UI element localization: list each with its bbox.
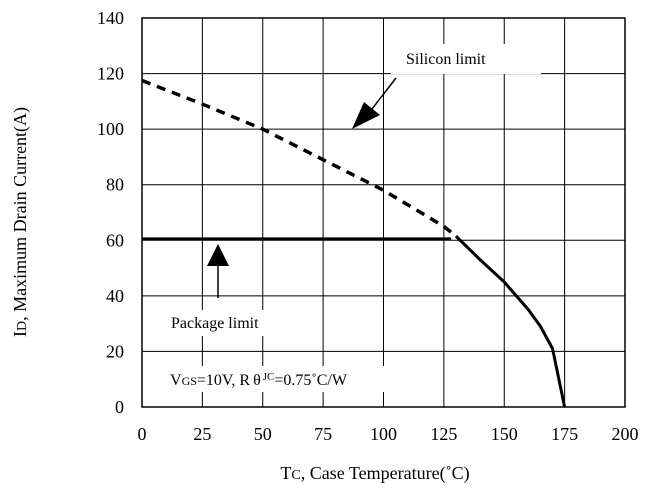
y-tick-label: 140: [97, 8, 124, 28]
y-tick-label: 40: [106, 286, 124, 306]
x-tick-label: 25: [193, 424, 211, 444]
silicon-limit-label: Silicon limit: [406, 51, 486, 68]
conditions-box: [160, 366, 395, 392]
derating-curve-line: [454, 235, 567, 408]
package-arrow-head: [207, 244, 229, 266]
x-axis-title: TC, Case Temperature(˚C): [280, 463, 469, 484]
y-tick-labels: 0 20 40 60 80 100 120 140: [97, 8, 124, 417]
silicon-limit-line: [141, 78, 458, 238]
x-tick-label: 50: [254, 424, 272, 444]
y-tick-label: 0: [115, 397, 124, 417]
plot-frame: [141, 17, 626, 408]
x-tick-labels: 0 25 50 75 100 125 150 175 200: [138, 424, 639, 444]
x-tick-label: 125: [430, 424, 457, 444]
series-lines: [141, 78, 567, 408]
x-tick-label: 200: [612, 424, 639, 444]
y-tick-label: 120: [97, 64, 124, 84]
y-tick-label: 60: [106, 230, 124, 250]
grid: [142, 18, 625, 407]
silicon-arrow-head: [352, 102, 380, 129]
y-tick-label: 20: [106, 341, 124, 361]
x-tick-label: 150: [491, 424, 518, 444]
silicon-arrow-shaft: [371, 77, 397, 110]
y-tick-label: 100: [97, 119, 124, 139]
x-tick-label: 175: [551, 424, 578, 444]
package-label-box: [160, 310, 292, 336]
x-tick-label: 0: [138, 424, 147, 444]
x-tick-label: 100: [370, 424, 397, 444]
x-tick-label: 75: [314, 424, 332, 444]
silicon-label-box: [391, 44, 541, 74]
y-tick-label: 80: [106, 175, 124, 195]
package-limit-label: Package limit: [171, 315, 259, 332]
y-axis-title: ID, Maximum Drain Current(A): [10, 107, 31, 337]
